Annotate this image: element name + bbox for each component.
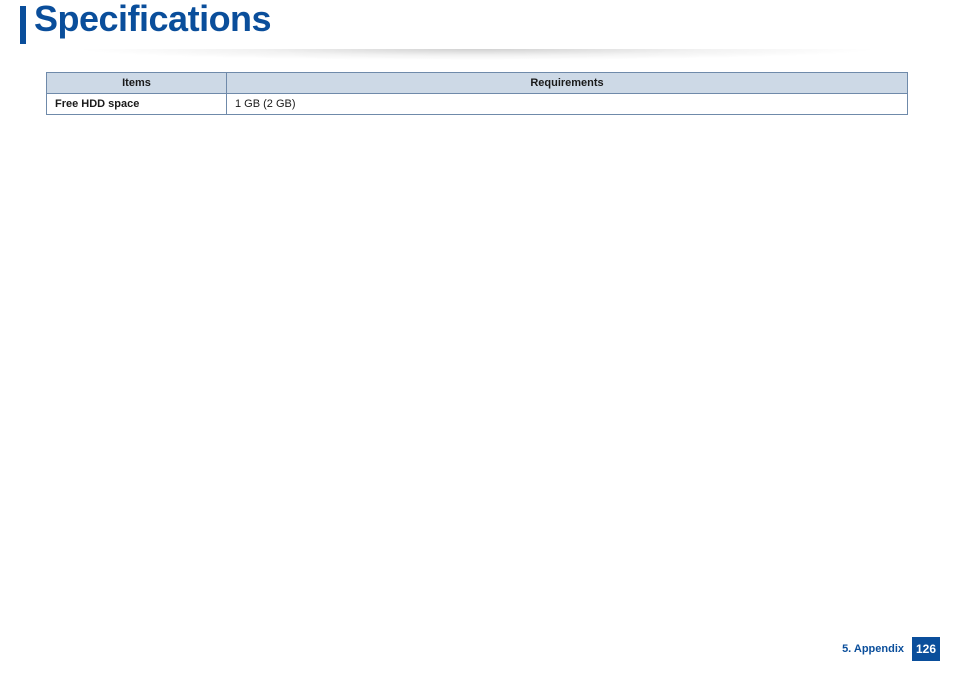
page-footer: 5. Appendix 126 <box>842 637 940 661</box>
footer-page-number: 126 <box>912 637 940 661</box>
cell-requirement: 1 GB (2 GB) <box>227 94 908 115</box>
column-header-requirements: Requirements <box>227 73 908 94</box>
page-title: Specifications <box>34 0 271 38</box>
title-bar: Specifications <box>0 0 954 44</box>
header-shadow <box>0 49 954 65</box>
spec-table-container: Items Requirements Free HDD space 1 GB (… <box>46 72 908 115</box>
page-root: Specifications Items Requirements Free H… <box>0 0 954 675</box>
footer-chapter-label: 5. Appendix <box>842 643 904 655</box>
title-accent-rule <box>20 6 26 44</box>
spec-table: Items Requirements Free HDD space 1 GB (… <box>46 72 908 115</box>
column-header-items: Items <box>47 73 227 94</box>
table-row: Free HDD space 1 GB (2 GB) <box>47 94 908 115</box>
cell-item: Free HDD space <box>47 94 227 115</box>
table-header-row: Items Requirements <box>47 73 908 94</box>
